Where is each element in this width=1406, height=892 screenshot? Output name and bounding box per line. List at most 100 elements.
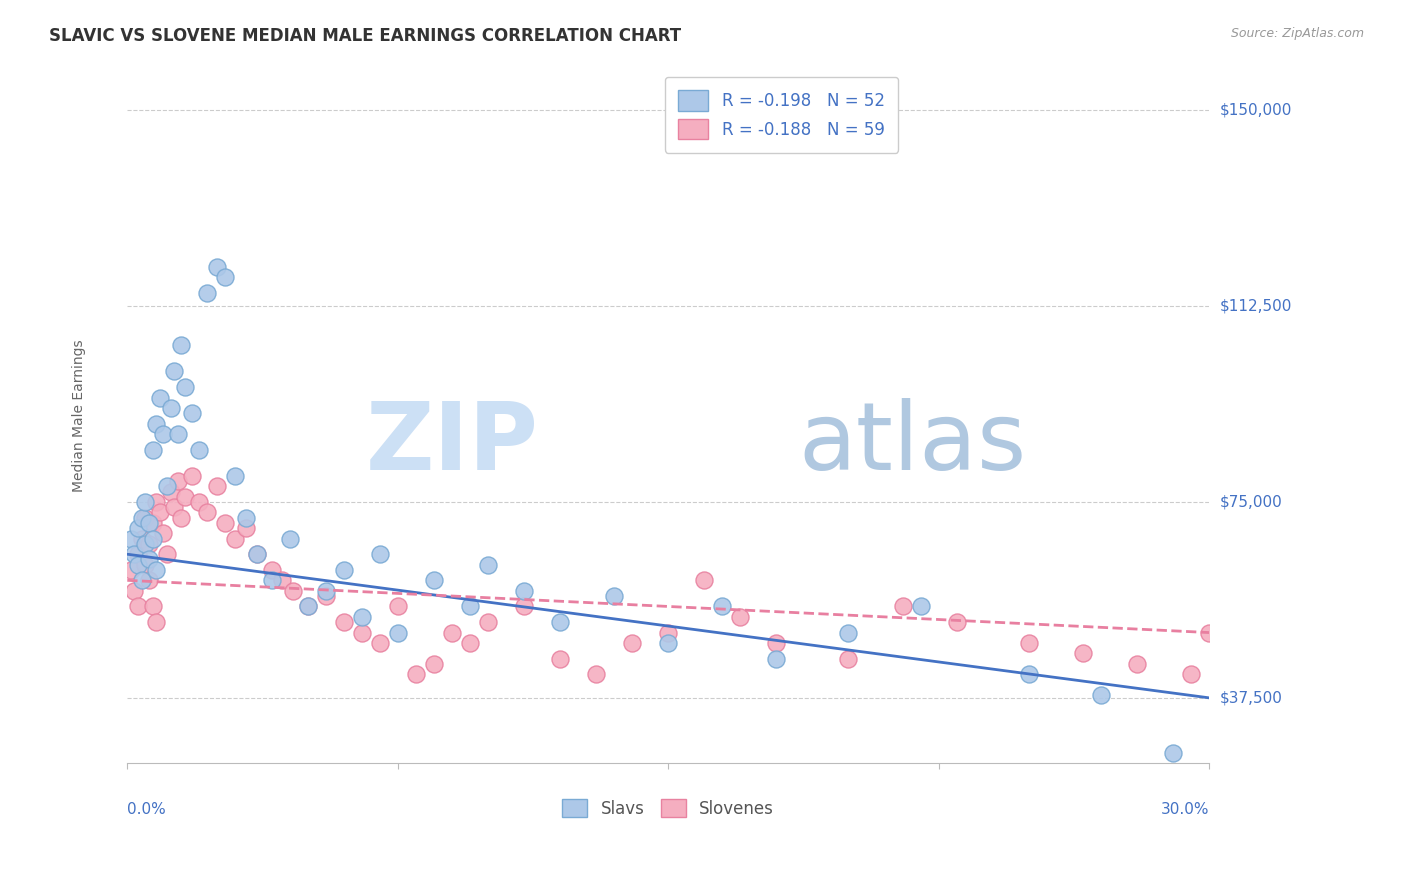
Point bbox=[131, 510, 153, 524]
Point bbox=[214, 270, 236, 285]
Point bbox=[127, 547, 149, 561]
Point bbox=[174, 380, 197, 394]
Text: Median Male Earnings: Median Male Earnings bbox=[72, 340, 86, 492]
Point bbox=[124, 547, 146, 561]
Point bbox=[837, 625, 859, 640]
Point bbox=[207, 260, 229, 274]
Point bbox=[188, 442, 211, 457]
Point bbox=[765, 651, 787, 665]
Point bbox=[145, 495, 167, 509]
Point bbox=[141, 599, 163, 614]
Point bbox=[1090, 688, 1112, 702]
Point bbox=[224, 532, 246, 546]
Point bbox=[127, 521, 149, 535]
Point bbox=[145, 563, 167, 577]
Point bbox=[603, 589, 626, 603]
Point bbox=[1071, 647, 1094, 661]
Point bbox=[548, 615, 571, 629]
Text: $75,000: $75,000 bbox=[1220, 494, 1282, 509]
Point bbox=[657, 625, 679, 640]
Point bbox=[120, 563, 142, 577]
Point bbox=[235, 521, 257, 535]
Point bbox=[585, 667, 607, 681]
Point bbox=[120, 532, 142, 546]
Point bbox=[124, 583, 146, 598]
Text: 30.0%: 30.0% bbox=[1160, 802, 1209, 817]
Point bbox=[693, 574, 716, 588]
Point bbox=[163, 364, 186, 378]
Point bbox=[350, 625, 373, 640]
Point bbox=[138, 537, 160, 551]
Point bbox=[1018, 636, 1040, 650]
Point bbox=[513, 599, 536, 614]
Point bbox=[134, 537, 156, 551]
Point bbox=[149, 505, 172, 519]
Point bbox=[170, 510, 193, 524]
Point bbox=[174, 490, 197, 504]
Point bbox=[141, 516, 163, 530]
Point bbox=[156, 479, 179, 493]
Point bbox=[127, 599, 149, 614]
Point bbox=[657, 636, 679, 650]
Point bbox=[145, 417, 167, 431]
Point bbox=[368, 547, 391, 561]
Point bbox=[134, 510, 156, 524]
Point bbox=[458, 599, 481, 614]
Point bbox=[297, 599, 319, 614]
Point bbox=[141, 532, 163, 546]
Point bbox=[166, 474, 188, 488]
Point bbox=[1018, 667, 1040, 681]
Point bbox=[332, 615, 354, 629]
Point bbox=[127, 558, 149, 572]
Text: $112,500: $112,500 bbox=[1220, 299, 1292, 314]
Point bbox=[246, 547, 269, 561]
Point bbox=[145, 615, 167, 629]
Point bbox=[170, 338, 193, 352]
Point bbox=[152, 427, 174, 442]
Point bbox=[166, 427, 188, 442]
Point bbox=[513, 583, 536, 598]
Point bbox=[283, 583, 305, 598]
Point bbox=[315, 589, 337, 603]
Text: 0.0%: 0.0% bbox=[128, 802, 166, 817]
Point bbox=[235, 510, 257, 524]
Point bbox=[405, 667, 427, 681]
Legend: Slavs, Slovenes: Slavs, Slovenes bbox=[555, 793, 780, 824]
Point bbox=[315, 583, 337, 598]
Point bbox=[1161, 746, 1184, 760]
Point bbox=[163, 500, 186, 515]
Point bbox=[156, 547, 179, 561]
Point bbox=[945, 615, 967, 629]
Text: $37,500: $37,500 bbox=[1220, 690, 1284, 706]
Point bbox=[195, 286, 218, 301]
Point bbox=[141, 442, 163, 457]
Text: $150,000: $150,000 bbox=[1220, 103, 1292, 118]
Point bbox=[730, 610, 752, 624]
Point bbox=[891, 599, 914, 614]
Point bbox=[387, 599, 409, 614]
Point bbox=[131, 532, 153, 546]
Point bbox=[181, 406, 204, 420]
Point bbox=[368, 636, 391, 650]
Point bbox=[152, 526, 174, 541]
Point bbox=[138, 552, 160, 566]
Point bbox=[332, 563, 354, 577]
Point bbox=[134, 558, 156, 572]
Point bbox=[159, 484, 181, 499]
Point bbox=[260, 574, 283, 588]
Point bbox=[1126, 657, 1149, 671]
Point bbox=[621, 636, 644, 650]
Point bbox=[138, 516, 160, 530]
Point bbox=[271, 574, 294, 588]
Point bbox=[159, 401, 181, 415]
Text: ZIP: ZIP bbox=[366, 398, 538, 490]
Point bbox=[387, 625, 409, 640]
Point bbox=[477, 615, 499, 629]
Point bbox=[423, 574, 446, 588]
Point bbox=[207, 479, 229, 493]
Point bbox=[195, 505, 218, 519]
Point bbox=[423, 657, 446, 671]
Point bbox=[181, 469, 204, 483]
Point bbox=[477, 558, 499, 572]
Point bbox=[149, 391, 172, 405]
